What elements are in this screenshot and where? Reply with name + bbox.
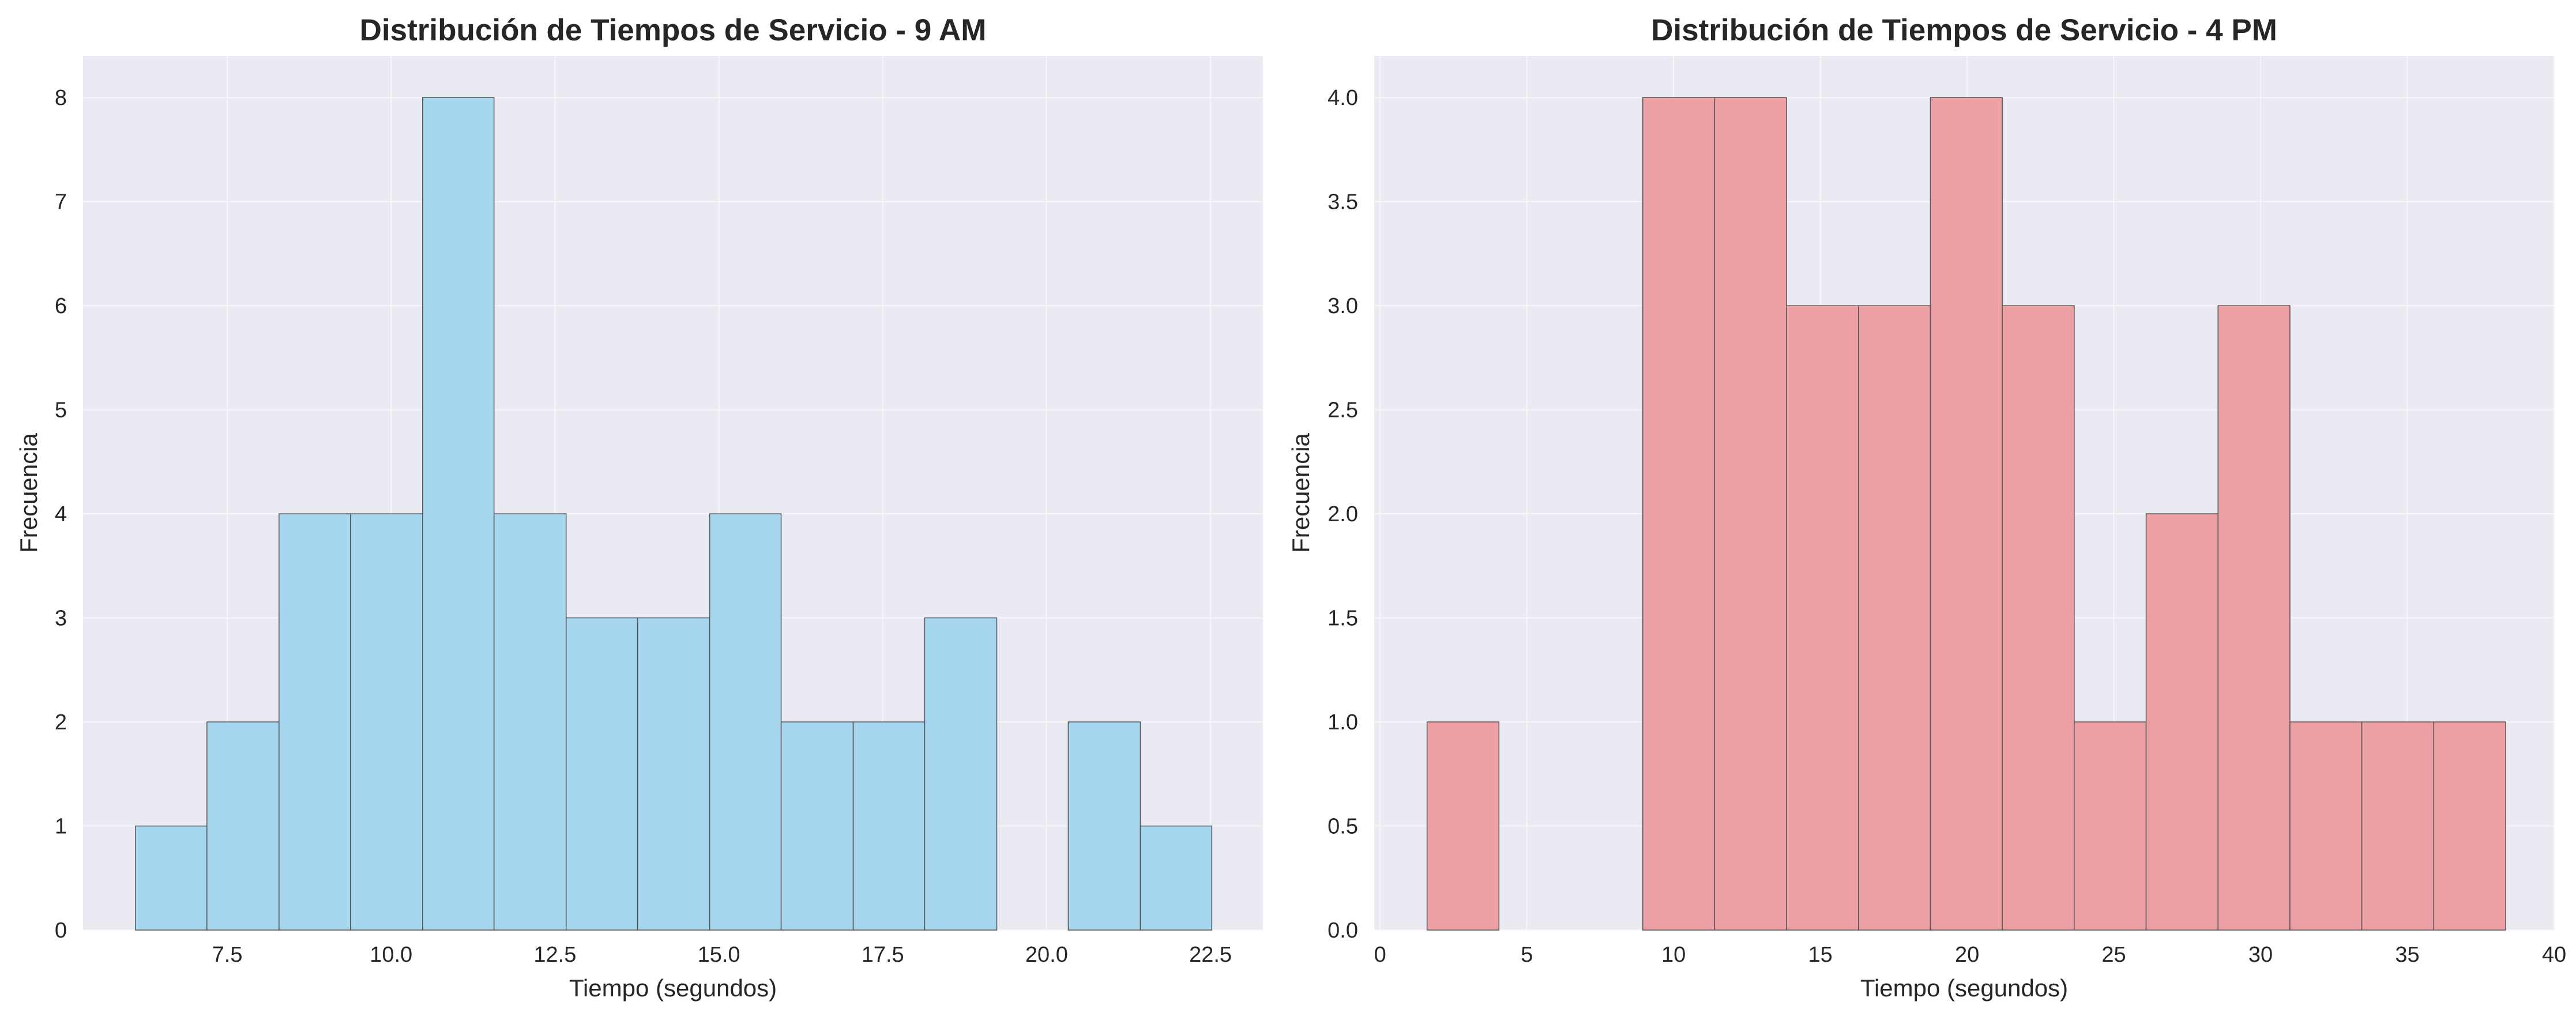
- histogram-bar-9am: [350, 513, 423, 931]
- x-tick-label: 15: [1808, 943, 1832, 967]
- histogram-bar-9am: [279, 513, 351, 931]
- y-tick-label: 1.0: [1328, 710, 1358, 735]
- y-axis-label-9am: Frecuencia: [15, 432, 42, 552]
- x-axis-label-4pm: Tiempo (segundos): [1860, 974, 2068, 1002]
- bars-9am: [135, 97, 1213, 931]
- histogram-bar-9am: [565, 617, 638, 931]
- histogram-panel-9am: 7.5 10.0 12.5 15.0 17.5 20.0 22.5 0 1 2 3 4 5 6 7 8 Di…: [15, 13, 1263, 1002]
- x-tick-label: 12.5: [533, 943, 576, 967]
- x-tick-label: 10: [1661, 943, 1686, 967]
- x-tick-label: 40: [2542, 943, 2566, 967]
- histogram-bar-9am: [1140, 825, 1213, 931]
- histogram-bar-4pm: [2074, 721, 2147, 931]
- histogram-bar-4pm: [1858, 305, 1931, 931]
- x-tick-label: 15.0: [698, 943, 740, 967]
- x-tick-label: 20.0: [1025, 943, 1068, 967]
- y-tick-label: 2.5: [1328, 398, 1358, 423]
- histogram-bar-4pm: [1642, 97, 1716, 931]
- y-tick-label: 0.5: [1328, 815, 1358, 839]
- y-tick-label: 3: [55, 607, 67, 631]
- histogram-bar-4pm: [2002, 305, 2075, 931]
- y-axis-label-4pm: Frecuencia: [1287, 432, 1314, 552]
- x-tick-label: 10.0: [370, 943, 412, 967]
- histogram-bar-4pm: [2433, 721, 2506, 931]
- x-tick-labels-4pm: 0 5 10 15 20 25 30 35 40: [1374, 943, 2567, 967]
- x-tick-label: 0: [1374, 943, 1386, 967]
- histogram-bar-9am: [637, 617, 710, 931]
- x-tick-label: 5: [1521, 943, 1533, 967]
- y-tick-label: 1: [55, 815, 67, 839]
- chart-title-9am: Distribución de Tiempos de Servicio - 9 …: [360, 13, 987, 47]
- histogram-bar-9am: [709, 513, 782, 931]
- y-tick-label: 2.0: [1328, 502, 1358, 526]
- y-tick-label: 2: [55, 710, 67, 735]
- chart-title-4pm: Distribución de Tiempos de Servicio - 4 …: [1651, 13, 2277, 47]
- histogram-bar-9am: [422, 97, 495, 931]
- histogram-bar-4pm: [1786, 305, 1859, 931]
- y-tick-label: 1.5: [1328, 607, 1358, 631]
- x-tick-label: 7.5: [212, 943, 243, 967]
- histogram-bar-9am: [493, 513, 567, 931]
- histogram-bar-4pm: [2145, 513, 2218, 931]
- histogram-bar-9am: [924, 617, 998, 931]
- y-tick-label: 4.0: [1328, 86, 1358, 110]
- y-tick-label: 0: [55, 919, 67, 943]
- histogram-bar-4pm: [2217, 305, 2291, 931]
- histogram-bar-4pm: [2361, 721, 2435, 931]
- y-tick-label: 5: [55, 398, 67, 423]
- histogram-bar-9am: [852, 721, 926, 931]
- y-tick-labels-9am: 0 1 2 3 4 5 6 7 8: [55, 86, 67, 943]
- histogram-bar-4pm: [1714, 97, 1787, 931]
- histogram-bar-9am: [1067, 721, 1141, 931]
- y-tick-label: 6: [55, 294, 67, 318]
- y-tick-label: 0.0: [1328, 919, 1358, 943]
- y-tick-label: 3.5: [1328, 190, 1358, 214]
- y-tick-label: 4: [55, 502, 67, 526]
- y-tick-label: 7: [55, 190, 67, 214]
- x-tick-label: 35: [2395, 943, 2419, 967]
- x-tick-label: 30: [2248, 943, 2273, 967]
- y-tick-labels-4pm: 0.0 0.5 1.0 1.5 2.0 2.5 3.0 3.5 4.0: [1328, 86, 1358, 943]
- x-axis-label-9am: Tiempo (segundos): [569, 974, 777, 1002]
- x-tick-label: 22.5: [1189, 943, 1232, 967]
- y-tick-label: 3.0: [1328, 294, 1358, 318]
- histogram-bar-4pm: [2289, 721, 2363, 931]
- histogram-bar-9am: [206, 721, 280, 931]
- x-tick-labels-9am: 7.5 10.0 12.5 15.0 17.5 20.0 22.5: [212, 943, 1232, 967]
- bars-4pm: [1426, 97, 2506, 931]
- x-tick-label: 25: [2101, 943, 2126, 967]
- histogram-bar-4pm: [1426, 721, 1500, 931]
- histogram-panel-4pm: 0 5 10 15 20 25 30 35 40 0.0 0.5 1.0 1.5 2.0 2.5 3.0 3.…: [1287, 13, 2566, 1002]
- y-tick-label: 8: [55, 86, 67, 110]
- x-tick-label: 17.5: [862, 943, 904, 967]
- histogram-bar-9am: [780, 721, 854, 931]
- histogram-bar-4pm: [1930, 97, 2003, 931]
- x-tick-label: 20: [1955, 943, 1979, 967]
- histogram-bar-9am: [135, 825, 208, 931]
